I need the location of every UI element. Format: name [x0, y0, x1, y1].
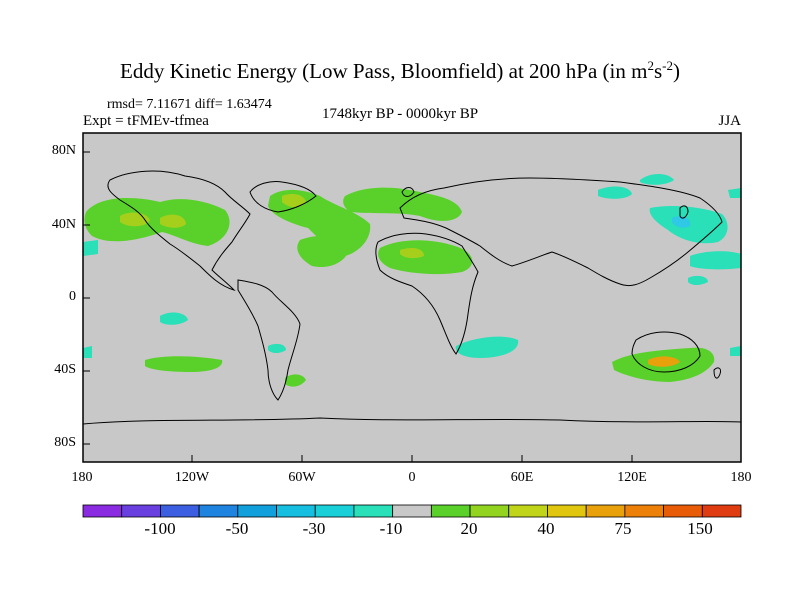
coast-eurasia [399, 177, 723, 287]
region-dateline [728, 188, 741, 198]
title-mid: s [653, 59, 663, 83]
title-sup-2: -2 [662, 58, 673, 73]
region-south-pacific [145, 356, 223, 372]
period-label: 1748kyr BP - 0000kyr BP [321, 106, 479, 122]
region-australia-core [648, 356, 680, 367]
coast-greenland [249, 181, 317, 213]
colorbar-label: -50 [225, 519, 249, 538]
lat-label-80s: 80S [54, 435, 76, 450]
region-west-pacific-small [688, 275, 708, 285]
region-western-edge [83, 240, 98, 256]
region-south-africa [455, 336, 519, 358]
lon-label-60w: 60W [288, 470, 316, 485]
map-background [83, 133, 741, 462]
lat-label-80n: 80N [51, 143, 76, 158]
region-southwest-edge [83, 346, 92, 358]
coastlines [82, 170, 742, 425]
season-label: JJA [718, 113, 741, 129]
coast-africa [375, 232, 479, 355]
colorbar-label: 20 [460, 519, 478, 538]
colorbar-label: -100 [144, 519, 176, 538]
region-atlantic-core [282, 194, 306, 208]
region-japan-core [672, 216, 691, 228]
colorbar-swatch [276, 504, 316, 518]
region-sahara-core [400, 248, 424, 259]
region-sahara [378, 240, 473, 275]
colorbar-label: 150 [687, 519, 713, 538]
region-west-pacific [690, 251, 741, 270]
lat-label-0: 0 [69, 289, 76, 304]
coast-south-america [237, 279, 301, 401]
colorbar-swatch [353, 504, 394, 518]
colorbar-label: -10 [379, 519, 403, 538]
map-panel [82, 132, 742, 463]
colorbar-swatch [663, 504, 703, 518]
colorbar-label: 75 [614, 519, 632, 538]
region-patagonia [285, 374, 306, 387]
colorbar-swatch [160, 504, 200, 518]
colorbar-swatch [314, 504, 355, 518]
negative-anomaly-regions [83, 174, 741, 358]
lat-label-40s: 40S [54, 362, 76, 377]
colorbar-swatch [82, 504, 123, 518]
colorbar-swatch [585, 504, 626, 518]
region-central-asia [598, 186, 632, 199]
colorbar-swatch [430, 504, 471, 518]
region-central-atlantic [297, 235, 350, 268]
axis-ticks [83, 151, 633, 462]
region-na-core [160, 214, 186, 228]
positive-anomaly-regions [84, 187, 715, 387]
colorbar-swatch [547, 504, 587, 518]
region-siberia [640, 174, 674, 185]
lon-label-180w: 180 [71, 470, 93, 485]
colorbar-swatch [469, 504, 510, 518]
lon-label-120e: 120E [617, 470, 647, 485]
colorbar-swatch [508, 504, 548, 518]
colorbar-label: -30 [302, 519, 326, 538]
coast-japan [679, 205, 689, 219]
lon-label-120w: 120W [174, 470, 210, 485]
lon-label-180e: 180 [730, 470, 752, 485]
colorbar-swatch [624, 504, 664, 518]
colorbar-swatch [198, 504, 239, 518]
coast-north-america [107, 170, 251, 292]
colorbar-swatch [237, 504, 277, 518]
colorbar-swatch [392, 504, 432, 518]
title-end: ) [672, 59, 680, 83]
lon-label-60e: 60E [510, 470, 534, 485]
region-east-pacific [160, 312, 188, 325]
colorbar [82, 504, 742, 518]
colorbar-swatch [701, 504, 742, 518]
colorbar-label: 40 [537, 519, 555, 538]
region-north-pacific-east [84, 198, 230, 246]
stats-label: rmsd= 7.11671 diff= 1.63474 [107, 97, 272, 112]
plot-title: Eddy Kinetic Energy (Low Pass, Bloomfiel… [0, 58, 800, 84]
coast-antarctica [82, 417, 742, 425]
colorbar-swatch [121, 504, 161, 518]
coast-new-zealand [713, 367, 721, 379]
title-sup-1: 2 [647, 58, 654, 73]
experiment-label: Expt = tFMEv-tfmea [83, 113, 209, 129]
lat-label-40n: 40N [51, 217, 76, 232]
lon-label-0: 0 [408, 470, 416, 485]
region-europe [343, 187, 462, 221]
title-main: Eddy Kinetic Energy (Low Pass, Bloomfiel… [120, 59, 648, 83]
coast-great-britain [401, 187, 415, 197]
region-southeast-edge [730, 346, 741, 356]
region-south-atlantic-small [268, 343, 286, 353]
coast-australia [631, 331, 701, 373]
